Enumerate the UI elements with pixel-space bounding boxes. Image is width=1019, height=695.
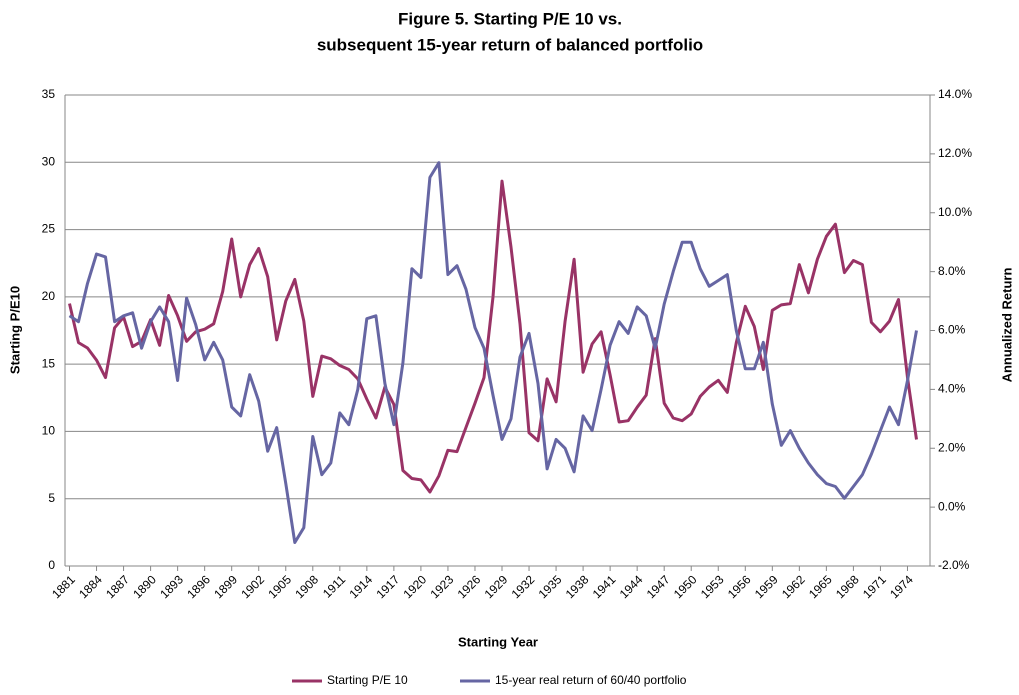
y2-tick-label: -2.0% (938, 558, 970, 572)
y2-tick-label: 12.0% (938, 146, 972, 160)
legend-label: 15-year real return of 60/40 portfolio (495, 673, 687, 687)
y2-tick-label: 6.0% (938, 323, 966, 337)
x-tick-label: 1905 (265, 572, 294, 601)
x-tick-label: 1959 (752, 572, 781, 601)
x-tick-label: 1974 (887, 572, 916, 601)
x-tick-label: 1893 (157, 572, 186, 601)
x-tick-label: 1962 (779, 572, 808, 601)
y2-tick-label: 8.0% (938, 264, 966, 278)
x-tick-label: 1887 (103, 572, 132, 601)
x-tick-label: 1923 (428, 572, 457, 601)
x-tick-label: 1899 (211, 572, 240, 601)
x-tick-label: 1971 (860, 572, 889, 601)
y2-tick-label: 0.0% (938, 499, 966, 513)
legend-label: Starting P/E 10 (327, 673, 408, 687)
y2-axis-title: Annualized Return (999, 268, 1014, 383)
x-tick-label: 1884 (76, 572, 105, 601)
x-tick-label: 1947 (644, 572, 673, 601)
x-tick-label: 1938 (563, 572, 592, 601)
x-tick-label: 1944 (617, 572, 646, 601)
y-tick-label: 30 (42, 154, 56, 168)
y2-tick-label: 10.0% (938, 205, 972, 219)
x-tick-label: 1911 (320, 572, 348, 600)
x-tick-label: 1917 (373, 572, 402, 601)
y-tick-label: 0 (48, 558, 55, 572)
y-tick-label: 10 (42, 424, 56, 438)
x-tick-label: 1932 (509, 572, 538, 601)
y2-tick-label: 4.0% (938, 382, 966, 396)
x-tick-label: 1953 (698, 572, 727, 601)
x-tick-label: 1926 (455, 572, 484, 601)
x-axis-title: Starting Year (458, 634, 538, 649)
x-tick-label: 1908 (292, 572, 321, 601)
y2-tick-label: 14.0% (938, 87, 972, 101)
x-tick-label: 1941 (590, 572, 619, 601)
x-tick-label: 1902 (238, 572, 267, 601)
x-tick-label: 1929 (482, 572, 511, 601)
x-tick-label: 1965 (806, 572, 835, 601)
series-line (68, 179, 918, 494)
y-tick-label: 15 (42, 356, 56, 370)
y-axis-title: Starting P/E10 (7, 286, 22, 374)
x-tick-label: 1920 (400, 572, 429, 601)
x-tick-label: 1890 (130, 572, 159, 601)
x-tick-label: 1968 (833, 572, 862, 601)
x-tick-label: 1881 (49, 572, 78, 601)
series-line (68, 161, 918, 544)
x-tick-label: 1950 (671, 572, 700, 601)
y2-tick-label: 2.0% (938, 440, 966, 454)
x-tick-label: 1935 (536, 572, 565, 601)
chart-title: Figure 5. Starting P/E 10 vs. (398, 9, 622, 28)
x-tick-label: 1956 (725, 572, 754, 601)
x-tick-label: 1914 (346, 572, 375, 601)
y-tick-label: 20 (42, 289, 56, 303)
x-tick-label: 1896 (184, 572, 213, 601)
chart-title: subsequent 15-year return of balanced po… (317, 35, 703, 54)
y-tick-label: 35 (42, 87, 56, 101)
y-tick-label: 25 (42, 222, 56, 236)
y-tick-label: 5 (48, 491, 55, 505)
